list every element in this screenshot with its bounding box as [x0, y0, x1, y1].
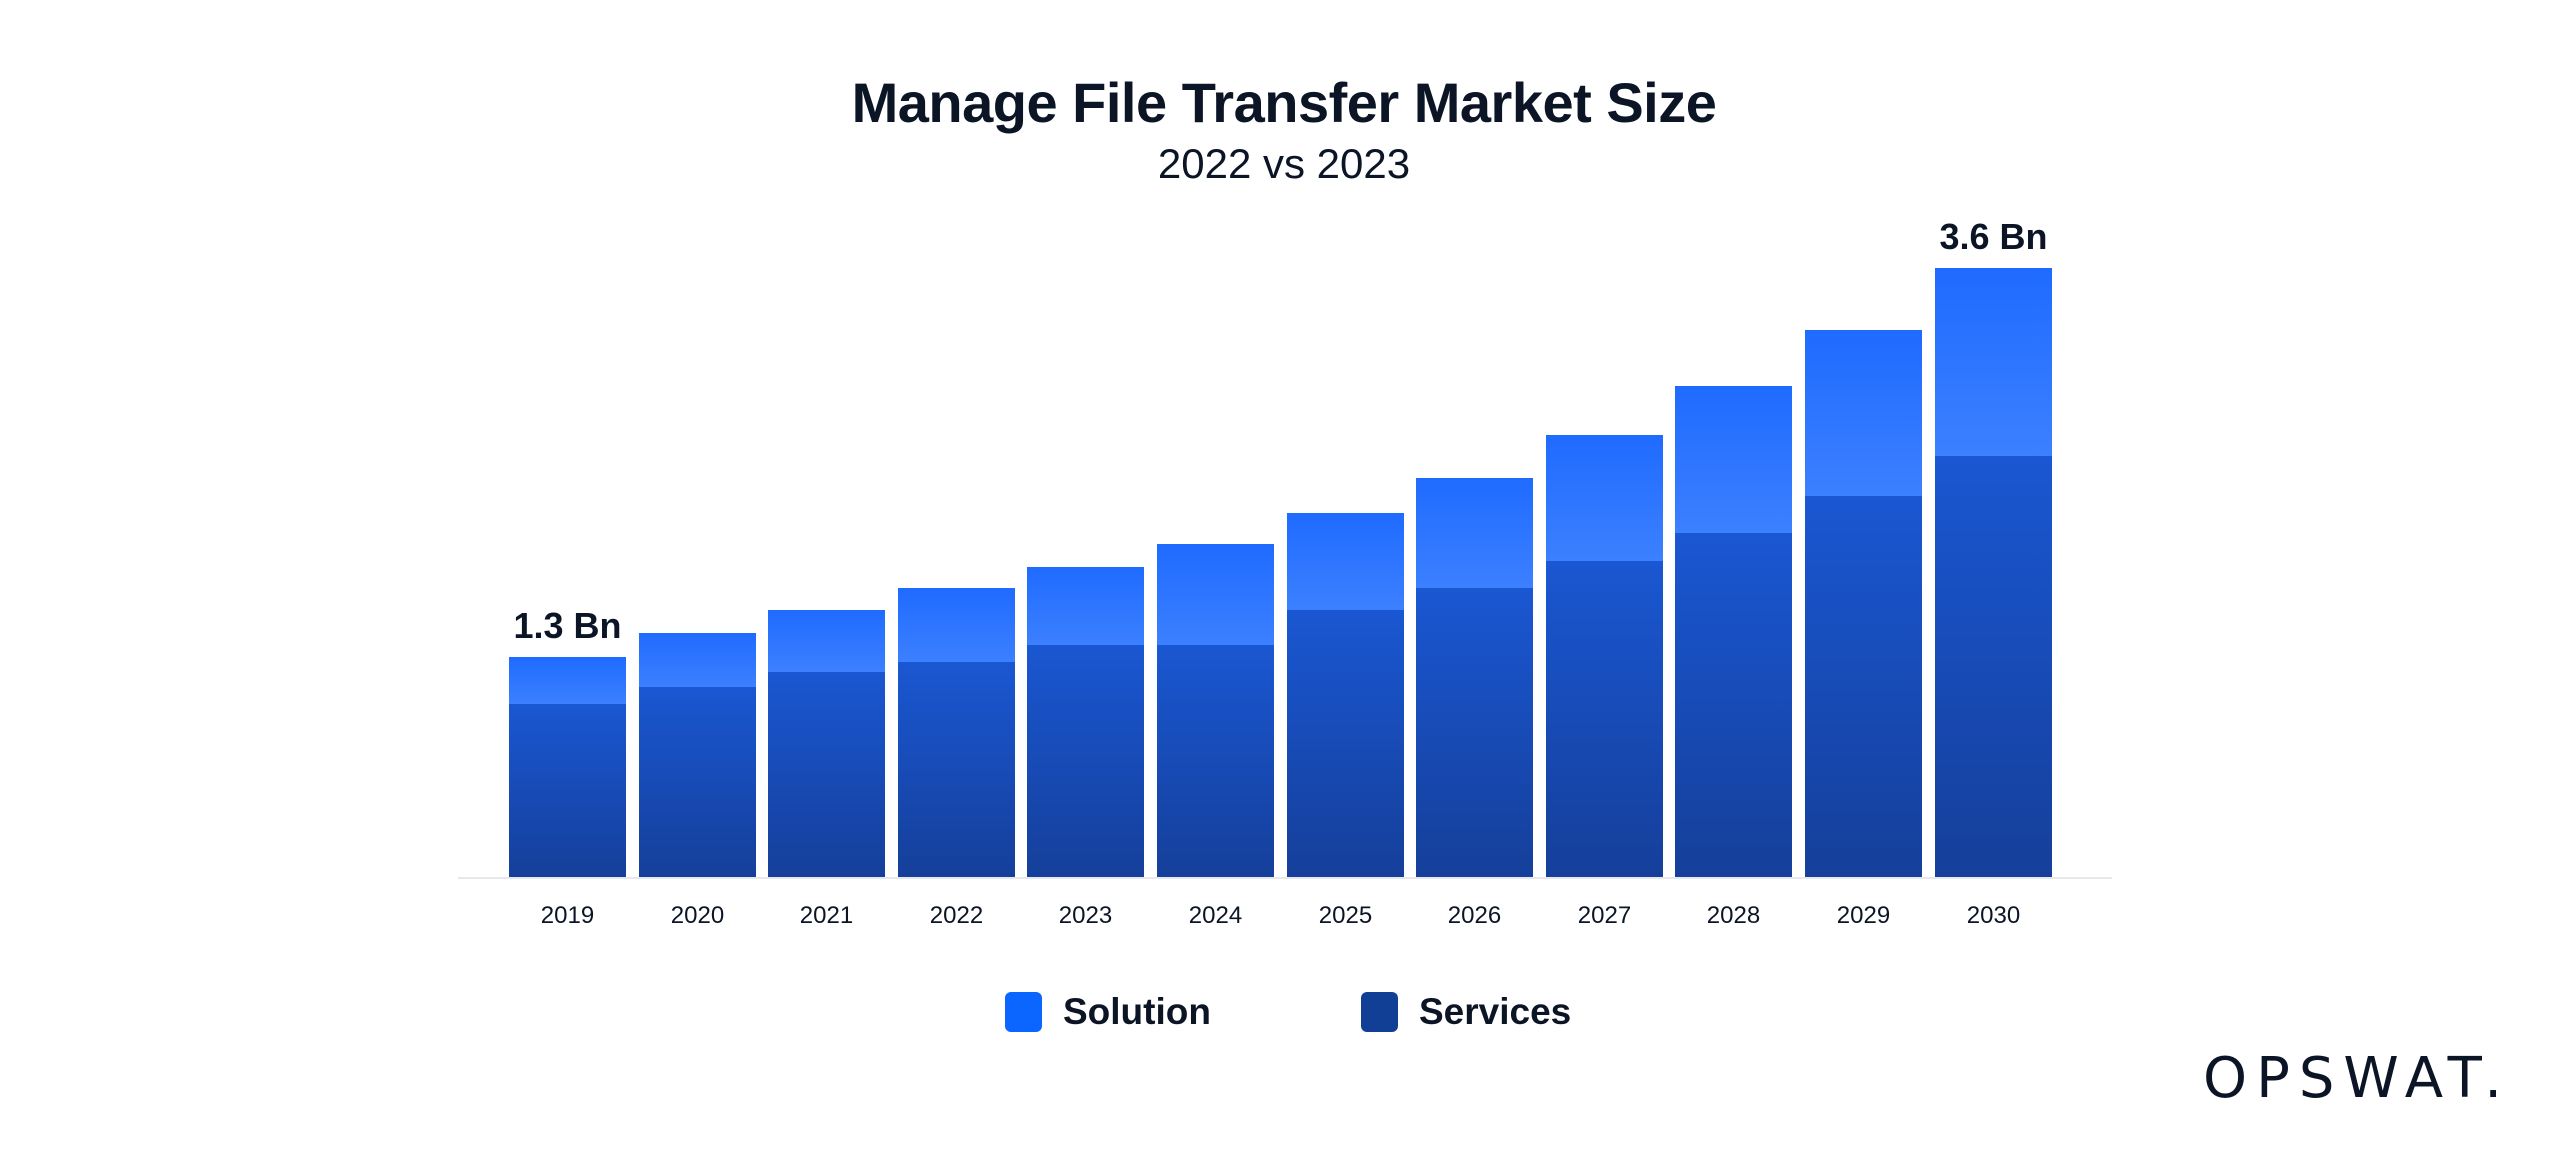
- x-tick-label: 2020: [670, 902, 725, 929]
- legend-item-solution: Solution: [1005, 991, 1211, 1033]
- bar-2029: [1805, 330, 1922, 877]
- legend-label-solution: Solution: [1063, 991, 1211, 1032]
- bar-segment-services: [1416, 587, 1533, 877]
- bar-2020: [639, 633, 756, 877]
- chart-subtitle: 2022 vs 2023: [1157, 140, 1411, 187]
- bar-segment-solution: [1805, 330, 1922, 497]
- x-tick-label: 2019: [540, 902, 595, 929]
- x-axis-line: [458, 877, 2112, 879]
- bar-segment-services: [768, 672, 885, 877]
- chart-title: Manage File Transfer Market Size: [851, 71, 1717, 134]
- bar-segment-solution: [1675, 386, 1792, 534]
- bar-segment-solution: [1546, 435, 1663, 561]
- bar-2028: [1675, 386, 1792, 877]
- bar-2021: [768, 609, 885, 877]
- bar-segment-solution: [768, 609, 885, 673]
- bar-segment-services: [1157, 645, 1274, 877]
- bar-2030: [1935, 267, 2052, 877]
- value-label-2019: 1.3 Bn: [513, 605, 622, 646]
- bar-segment-services: [639, 687, 756, 877]
- bar-2025: [1287, 513, 1404, 877]
- bar-2024: [1157, 543, 1274, 877]
- x-tick-label: 2025: [1318, 902, 1373, 929]
- bar-segment-services: [1287, 609, 1404, 877]
- bar-segment-services: [1805, 496, 1922, 877]
- x-tick-label: 2022: [929, 902, 984, 929]
- x-tick-label: 2026: [1447, 902, 1502, 929]
- bar-segment-solution: [1157, 543, 1274, 646]
- x-tick-label: 2028: [1706, 902, 1761, 929]
- bar-segment-services: [1546, 560, 1663, 877]
- solution-swatch-icon: [1005, 992, 1042, 1032]
- bar-2022: [898, 587, 1015, 877]
- x-tick-label: 2027: [1577, 902, 1632, 929]
- x-tick-label: 2021: [799, 902, 854, 929]
- bar-segment-services: [1935, 455, 2052, 877]
- bar-segment-solution: [1935, 267, 2052, 456]
- bar-2027: [1546, 435, 1663, 877]
- bar-2019: [509, 657, 626, 877]
- legend-item-services: Services: [1361, 991, 1571, 1033]
- services-swatch-icon: [1361, 992, 1398, 1032]
- bar-segment-services: [1675, 533, 1792, 877]
- x-tick-label: 2023: [1058, 902, 1113, 929]
- opswat-logo: OPSWAT.: [2203, 1046, 2512, 1111]
- bar-segment-services: [898, 662, 1015, 877]
- bar-segment-solution: [639, 633, 756, 688]
- bar-2026: [1416, 477, 1533, 877]
- bar-segment-solution: [509, 657, 626, 705]
- bar-segment-solution: [1287, 513, 1404, 610]
- bar-segment-services: [509, 704, 626, 877]
- x-tick-label: 2030: [1966, 902, 2021, 929]
- value-label-2030: 3.6 Bn: [1939, 215, 2048, 257]
- x-tick-label: 2024: [1188, 902, 1243, 929]
- legend-label-services: Services: [1419, 991, 1572, 1032]
- x-tick-label: 2029: [1836, 902, 1891, 929]
- bar-segment-services: [1027, 645, 1144, 877]
- bar-segment-solution: [898, 587, 1015, 663]
- bar-segment-solution: [1027, 567, 1144, 646]
- bar-segment-solution: [1416, 477, 1533, 588]
- bar-2023: [1027, 567, 1144, 877]
